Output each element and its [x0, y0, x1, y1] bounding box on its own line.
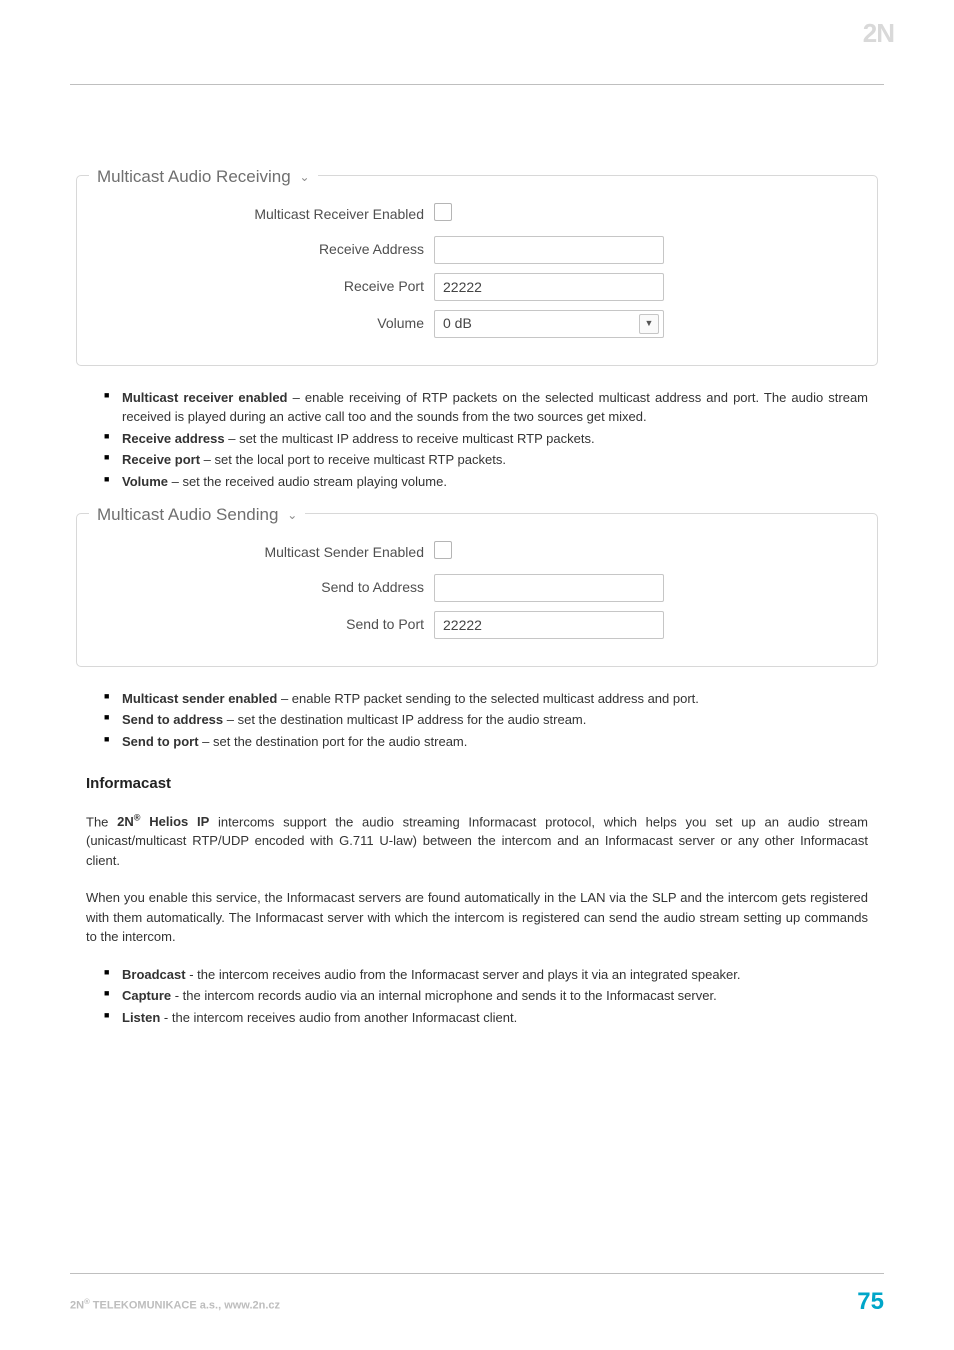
chevron-down-icon[interactable]: ⌄ [299, 170, 309, 184]
list-item: Multicast sender enabled – enable RTP pa… [104, 689, 868, 709]
label-recv-volume: Volume [99, 313, 434, 334]
list-item: Listen - the intercom receives audio fro… [104, 1008, 868, 1028]
legend-receiving-text: Multicast Audio Receiving [97, 167, 291, 186]
input-send-port[interactable] [434, 611, 664, 639]
row-recv-port: Receive Port [99, 273, 855, 301]
bullets-receiving: Multicast receiver enabled – enable rece… [104, 388, 868, 492]
term: Broadcast [122, 967, 186, 982]
row-recv-address: Receive Address [99, 236, 855, 264]
term: Receive port [122, 452, 200, 467]
input-recv-port[interactable] [434, 273, 664, 301]
chevron-down-icon[interactable]: ▼ [639, 314, 659, 334]
list-item: Receive port – set the local port to rec… [104, 450, 868, 470]
select-recv-volume[interactable]: 0 dB ▼ [434, 310, 664, 338]
term: Multicast receiver enabled [122, 390, 288, 405]
desc: – enable RTP packet sending to the selec… [277, 691, 699, 706]
desc: – set the destination multicast IP addre… [223, 712, 586, 727]
label-recv-enabled: Multicast Receiver Enabled [99, 204, 434, 225]
para-informacast-2: When you enable this service, the Inform… [86, 888, 868, 947]
list-item: Send to address – set the destination mu… [104, 710, 868, 730]
text: Helios IP [140, 814, 209, 829]
desc: – set the multicast IP address to receiv… [225, 431, 595, 446]
footer: 2N® TELEKOMUNIKACE a.s., www.2n.cz 75 [70, 1273, 884, 1320]
chevron-down-icon[interactable]: ⌄ [287, 508, 297, 522]
text: TELEKOMUNIKACE a.s., www.2n.cz [90, 1300, 280, 1312]
desc: - the intercom receives audio from the I… [186, 967, 741, 982]
label-send-port: Send to Port [99, 614, 434, 635]
list-item: Send to port – set the destination port … [104, 732, 868, 752]
label-send-address: Send to Address [99, 577, 434, 598]
label-recv-port: Receive Port [99, 276, 434, 297]
select-recv-volume-value: 0 dB [443, 313, 472, 334]
desc: - the intercom records audio via an inte… [171, 988, 717, 1003]
term: Listen [122, 1010, 160, 1025]
text: 2N [117, 814, 134, 829]
list-item: Broadcast - the intercom receives audio … [104, 965, 868, 985]
text: The [86, 814, 117, 829]
term: Capture [122, 988, 171, 1003]
row-send-port: Send to Port [99, 611, 855, 639]
brand-logo: 2N [863, 14, 894, 53]
label-send-enabled: Multicast Sender Enabled [99, 542, 434, 563]
term: Send to address [122, 712, 223, 727]
row-recv-volume: Volume 0 dB ▼ [99, 310, 855, 338]
input-recv-address[interactable] [434, 236, 664, 264]
row-send-enabled: Multicast Sender Enabled [99, 541, 855, 565]
row-send-address: Send to Address [99, 574, 855, 602]
term: Volume [122, 474, 168, 489]
desc: – set the received audio stream playing … [168, 474, 447, 489]
legend-sending-text: Multicast Audio Sending [97, 505, 278, 524]
input-send-address[interactable] [434, 574, 664, 602]
legend-sending: Multicast Audio Sending ⌄ [89, 502, 305, 528]
term: Multicast sender enabled [122, 691, 277, 706]
desc: – set the destination port for the audio… [199, 734, 468, 749]
fieldset-receiving: Multicast Audio Receiving ⌄ Multicast Re… [76, 175, 878, 366]
list-item: Volume – set the received audio stream p… [104, 472, 868, 492]
checkbox-send-enabled[interactable] [434, 541, 452, 559]
list-item: Multicast receiver enabled – enable rece… [104, 388, 868, 427]
term: Receive address [122, 431, 225, 446]
list-item: Receive address – set the multicast IP a… [104, 429, 868, 449]
text: 2N [70, 1300, 84, 1312]
desc: - the intercom receives audio from anoth… [160, 1010, 517, 1025]
checkbox-recv-enabled[interactable] [434, 203, 452, 221]
term: Send to port [122, 734, 199, 749]
list-item: Capture - the intercom records audio via… [104, 986, 868, 1006]
bullets-sending: Multicast sender enabled – enable RTP pa… [104, 689, 868, 752]
header-rule [70, 84, 884, 85]
desc: – set the local port to receive multicas… [200, 452, 506, 467]
bullets-informacast: Broadcast - the intercom receives audio … [104, 965, 868, 1028]
heading-informacast: Informacast [86, 773, 868, 796]
row-recv-enabled: Multicast Receiver Enabled [99, 203, 855, 227]
legend-receiving: Multicast Audio Receiving ⌄ [89, 164, 318, 190]
label-recv-address: Receive Address [99, 239, 434, 260]
footer-left: 2N® TELEKOMUNIKACE a.s., www.2n.cz [70, 1296, 280, 1314]
fieldset-sending: Multicast Audio Sending ⌄ Multicast Send… [76, 513, 878, 667]
page-number: 75 [857, 1284, 884, 1320]
para-informacast-1: The 2N® Helios IP intercoms support the … [86, 812, 868, 871]
